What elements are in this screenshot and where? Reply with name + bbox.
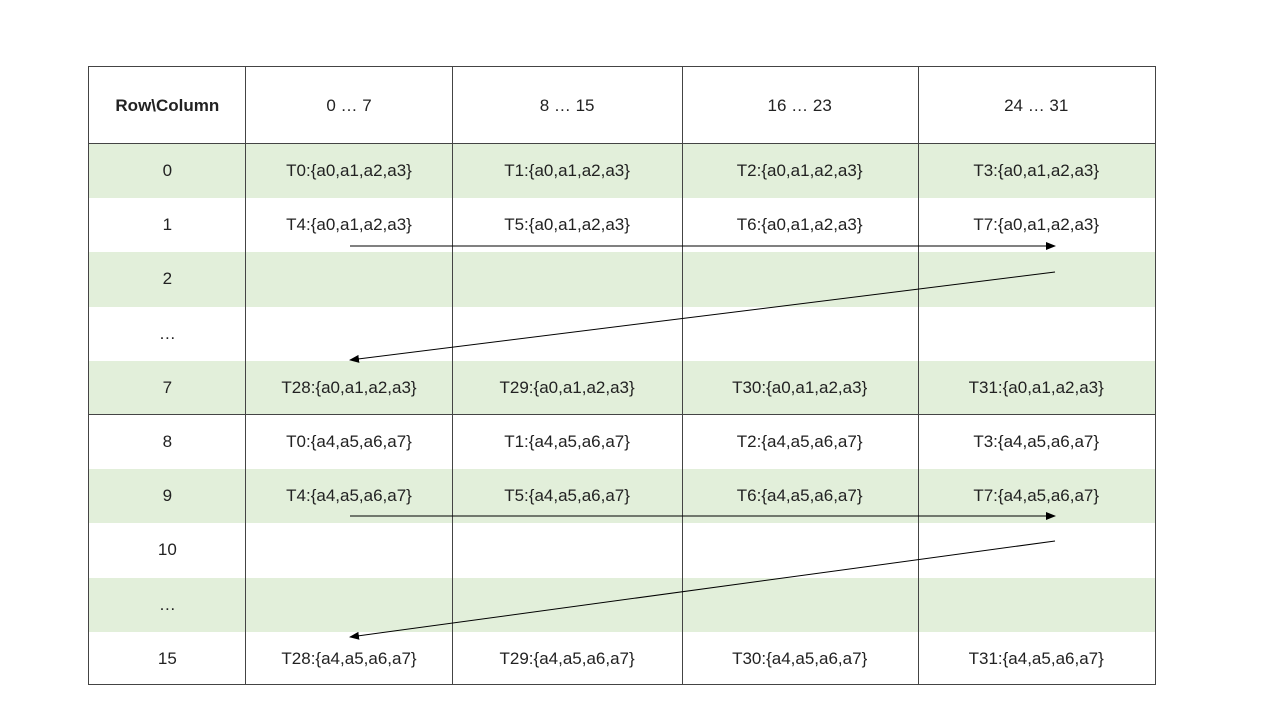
table-cell: T3:{a4,a5,a6,a7} <box>973 432 1100 452</box>
header-corner: Row\Column <box>115 95 220 115</box>
table-row: … <box>89 307 1155 361</box>
table-cell: T2:{a4,a5,a6,a7} <box>736 432 863 452</box>
column-header: 16 … 23 <box>767 95 832 115</box>
table-row: 15 T28:{a4,a5,a6,a7} T29:{a4,a5,a6,a7} T30:… <box>89 632 1155 686</box>
table-cell: T5:{a4,a5,a6,a7} <box>504 486 630 506</box>
table-cell: T29:{a4,a5,a6,a7} <box>499 648 635 668</box>
table-cell: T30:{a4,a5,a6,a7} <box>732 648 868 668</box>
row-label: 0 <box>162 161 173 181</box>
table-cell: T6:{a4,a5,a6,a7} <box>736 486 863 506</box>
row-divider <box>89 414 1155 415</box>
column-divider <box>245 67 246 684</box>
table-row: 10 <box>89 523 1155 577</box>
arrow-wrap-to-row7 <box>349 271 1056 363</box>
table-cell: T30:{a0,a1,a2,a3} <box>732 377 868 397</box>
table-cell: T31:{a0,a1,a2,a3} <box>968 377 1104 397</box>
arrow-wrap-to-row15 <box>349 540 1056 640</box>
table-cell: T7:{a4,a5,a6,a7} <box>973 486 1100 506</box>
row-label: … <box>158 323 176 343</box>
table-cell: T0:{a4,a5,a6,a7} <box>286 432 412 452</box>
table-row: … <box>89 577 1155 632</box>
table-row: 0 T0:{a0,a1,a2,a3} T1:{a0,a1,a2,a3} T2:{a0,… <box>89 144 1155 199</box>
column-divider <box>452 67 453 684</box>
row-label: 8 <box>162 432 173 452</box>
table-cell: T1:{a0,a1,a2,a3} <box>504 161 630 181</box>
table-cell: T29:{a0,a1,a2,a3} <box>499 377 635 397</box>
table-cell: T4:{a0,a1,a2,a3} <box>286 215 412 235</box>
column-header: 0 … 7 <box>326 95 372 115</box>
table-cell: T2:{a0,a1,a2,a3} <box>736 161 863 181</box>
table-cell: T0:{a0,a1,a2,a3} <box>286 161 412 181</box>
thread-mapping-table: Row\Column 0 … 7 8 … 15 16 … 23 24 … 31 0 T0:{… <box>88 66 1156 685</box>
row-label: 15 <box>157 648 177 668</box>
table-cell: T28:{a4,a5,a6,a7} <box>281 648 417 668</box>
row-label: 1 <box>162 215 173 235</box>
table-row: 2 <box>89 252 1155 307</box>
row-label: 2 <box>162 269 173 289</box>
table-cell: T3:{a0,a1,a2,a3} <box>973 161 1100 181</box>
table-row: 9 T4:{a4,a5,a6,a7} T5:{a4,a5,a6,a7} T6:{a4,… <box>89 469 1155 524</box>
column-divider <box>918 67 919 684</box>
row-label: 7 <box>162 377 173 397</box>
row-label: … <box>158 594 176 614</box>
column-header: 8 … 15 <box>539 95 595 115</box>
table-cell: T5:{a0,a1,a2,a3} <box>504 215 630 235</box>
column-divider <box>682 67 683 684</box>
table-row: 8 T0:{a4,a5,a6,a7} T1:{a4,a5,a6,a7} T2:{a4,… <box>89 415 1155 469</box>
table-cell: T28:{a0,a1,a2,a3} <box>281 377 417 397</box>
column-header: 24 … 31 <box>1004 95 1069 115</box>
table-cell: T1:{a4,a5,a6,a7} <box>504 432 630 452</box>
table-cell: T31:{a4,a5,a6,a7} <box>968 648 1104 668</box>
table-row: 1 T4:{a0,a1,a2,a3} T5:{a0,a1,a2,a3} T6:{a0,… <box>89 198 1155 252</box>
table-cell: T6:{a0,a1,a2,a3} <box>736 215 863 235</box>
header-row: Row\Column 0 … 7 8 … 15 16 … 23 24 … 31 <box>89 67 1155 144</box>
table-cell: T7:{a0,a1,a2,a3} <box>973 215 1100 235</box>
row-label: 9 <box>162 486 173 506</box>
row-label: 10 <box>157 540 177 560</box>
table-row: 7 T28:{a0,a1,a2,a3} T29:{a0,a1,a2,a3} T30:{… <box>89 360 1155 415</box>
row-divider <box>89 143 1155 144</box>
table-cell: T4:{a4,a5,a6,a7} <box>286 486 412 506</box>
